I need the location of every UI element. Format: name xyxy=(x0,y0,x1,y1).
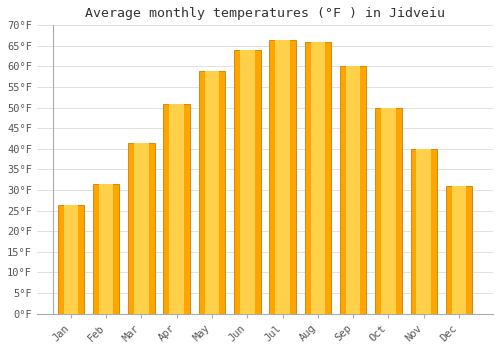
Bar xyxy=(134,143,148,314)
Bar xyxy=(381,108,396,314)
Bar xyxy=(410,149,437,314)
Bar xyxy=(304,42,331,314)
Title: Average monthly temperatures (°F ) in Jidveiu: Average monthly temperatures (°F ) in Ji… xyxy=(85,7,445,20)
Bar xyxy=(240,50,254,314)
Bar xyxy=(128,143,154,314)
Bar xyxy=(340,66,366,314)
Bar xyxy=(270,40,296,314)
Bar xyxy=(164,104,190,314)
Bar xyxy=(416,149,431,314)
Bar xyxy=(310,42,325,314)
Bar xyxy=(198,71,225,314)
Bar xyxy=(99,184,114,314)
Bar xyxy=(346,66,360,314)
Bar xyxy=(276,40,290,314)
Bar xyxy=(93,184,120,314)
Bar xyxy=(234,50,260,314)
Bar xyxy=(58,204,84,314)
Bar xyxy=(375,108,402,314)
Bar xyxy=(446,186,472,314)
Bar xyxy=(452,186,466,314)
Bar xyxy=(64,204,78,314)
Bar xyxy=(170,104,184,314)
Bar xyxy=(204,71,220,314)
